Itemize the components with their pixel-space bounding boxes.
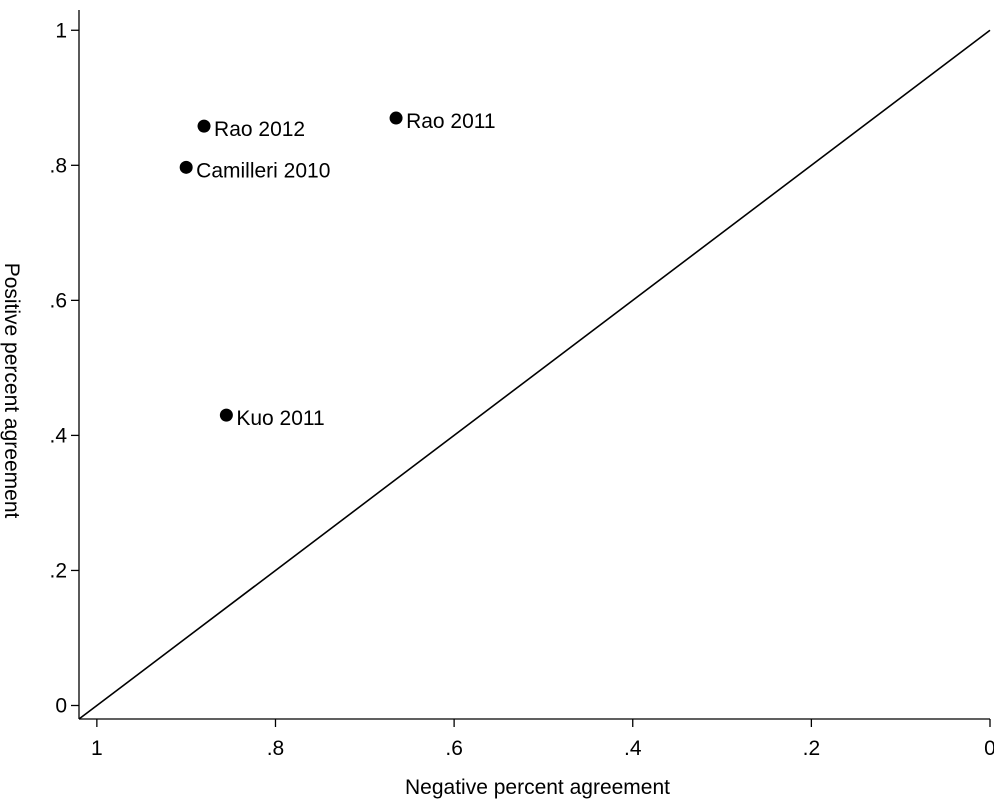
x-tick-label: .2 <box>803 737 821 760</box>
y-tick-label: 1 <box>55 19 67 42</box>
y-tick-label: .4 <box>49 424 67 447</box>
scatter-point <box>179 160 193 174</box>
reference-line-layer <box>78 29 991 720</box>
point-label: Rao 2011 <box>406 110 496 133</box>
axes: 0 .2 .4 .6 .8 1 1 .8 .6 .4 .2 0 <box>49 10 994 760</box>
x-axis-title: Negative percent agreement <box>405 776 670 799</box>
reference-diagonal-line <box>78 29 991 720</box>
y-tick-label: .6 <box>49 289 67 312</box>
scatter-point <box>389 111 403 125</box>
points-layer: Rao 2012 Rao 2011 Camilleri 2010 Kuo 2011 <box>179 110 496 430</box>
scatter-point <box>197 119 211 133</box>
y-tick-label: 0 <box>55 694 67 717</box>
scatter-point <box>219 408 233 422</box>
point-label: Kuo 2011 <box>236 407 324 430</box>
x-tick-label: .6 <box>445 737 463 760</box>
point-label: Rao 2012 <box>214 118 305 141</box>
point-label: Camilleri 2010 <box>196 159 330 182</box>
y-tick-label: .2 <box>49 559 67 582</box>
x-tick-label: .8 <box>267 737 285 760</box>
y-axis-title: Positive percent agreement <box>0 263 23 519</box>
x-tick-label: 1 <box>91 737 103 760</box>
x-tick-label: .4 <box>624 737 642 760</box>
y-tick-label: .8 <box>49 154 67 177</box>
x-tick-label: 0 <box>984 737 994 760</box>
